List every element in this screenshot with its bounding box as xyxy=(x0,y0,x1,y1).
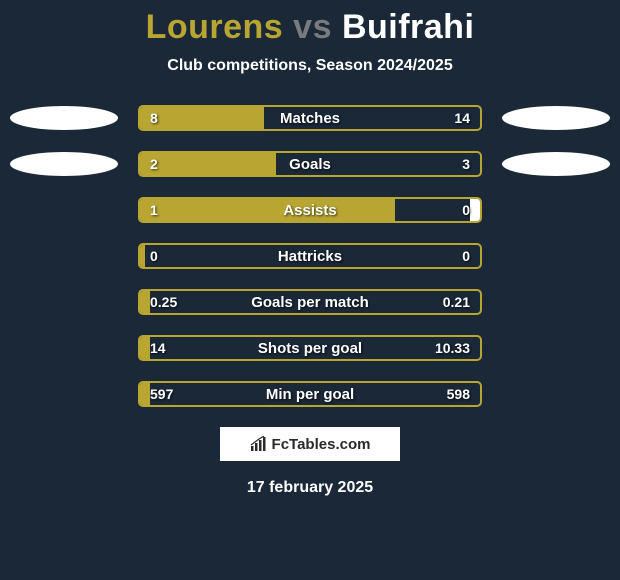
chart-icon xyxy=(250,436,266,452)
stat-value-player2: 598 xyxy=(447,383,470,405)
stat-value-player1: 597 xyxy=(150,383,173,405)
stat-value-player1: 0.25 xyxy=(150,291,177,313)
player1-avatar xyxy=(10,106,118,130)
stat-value-player2: 0 xyxy=(462,245,470,267)
bar-fill-player1 xyxy=(140,199,395,221)
stat-bar: 10Assists xyxy=(138,197,482,223)
source-badge: FcTables.com xyxy=(220,427,400,461)
stat-row: 0 0Hattricks xyxy=(0,243,620,269)
bar-fill-player1 xyxy=(140,107,264,129)
stat-value-player2: 3 xyxy=(462,153,470,175)
bar-fill-player1 xyxy=(140,337,150,359)
stat-bar: 814Matches xyxy=(138,105,482,131)
stat-row: 14 10.33Shots per goal xyxy=(0,335,620,361)
stat-row: 0.25 0.21Goals per match xyxy=(0,289,620,315)
source-text: FcTables.com xyxy=(272,436,371,453)
stat-bar: 14 10.33Shots per goal xyxy=(138,335,482,361)
stat-bar: 597 598Min per goal xyxy=(138,381,482,407)
stat-bar: 0 0Hattricks xyxy=(138,243,482,269)
stat-label: Min per goal xyxy=(140,383,480,405)
player2-avatar xyxy=(502,152,610,176)
bar-fill-player2 xyxy=(470,199,480,221)
stat-bar: 23Goals xyxy=(138,151,482,177)
bar-fill-player1 xyxy=(140,291,150,313)
player2-avatar xyxy=(502,106,610,130)
stat-row: 814Matches xyxy=(0,105,620,131)
player1-avatar xyxy=(10,152,118,176)
stat-value-player2: 10.33 xyxy=(435,337,470,359)
stat-label: Shots per goal xyxy=(140,337,480,359)
stat-bar: 0.25 0.21Goals per match xyxy=(138,289,482,315)
footer-date: 17 february 2025 xyxy=(0,479,620,497)
comparison-widget: Lourens vs Buifrahi Club competitions, S… xyxy=(0,0,620,580)
stat-row: 23Goals xyxy=(0,151,620,177)
stat-value-player1: 14 xyxy=(150,337,166,359)
bar-fill-player1 xyxy=(140,245,145,267)
bar-fill-player1 xyxy=(140,383,150,405)
stat-value-player1: 0 xyxy=(150,245,158,267)
stat-row: 10Assists xyxy=(0,197,620,223)
stat-value-player2: 14 xyxy=(454,107,470,129)
title: Lourens vs Buifrahi xyxy=(0,8,620,47)
title-vs: vs xyxy=(293,8,332,46)
stat-row: 597 598Min per goal xyxy=(0,381,620,407)
stat-value-player2: 0.21 xyxy=(443,291,470,313)
subtitle: Club competitions, Season 2024/2025 xyxy=(0,57,620,75)
bar-fill-player1 xyxy=(140,153,276,175)
stat-label: Goals per match xyxy=(140,291,480,313)
stats-area: 814Matches 23Goals 10Assists 0 0Hattricks 0.2… xyxy=(0,105,620,407)
stat-label: Hattricks xyxy=(140,245,480,267)
title-player2: Buifrahi xyxy=(342,8,474,46)
title-player1: Lourens xyxy=(146,8,284,46)
